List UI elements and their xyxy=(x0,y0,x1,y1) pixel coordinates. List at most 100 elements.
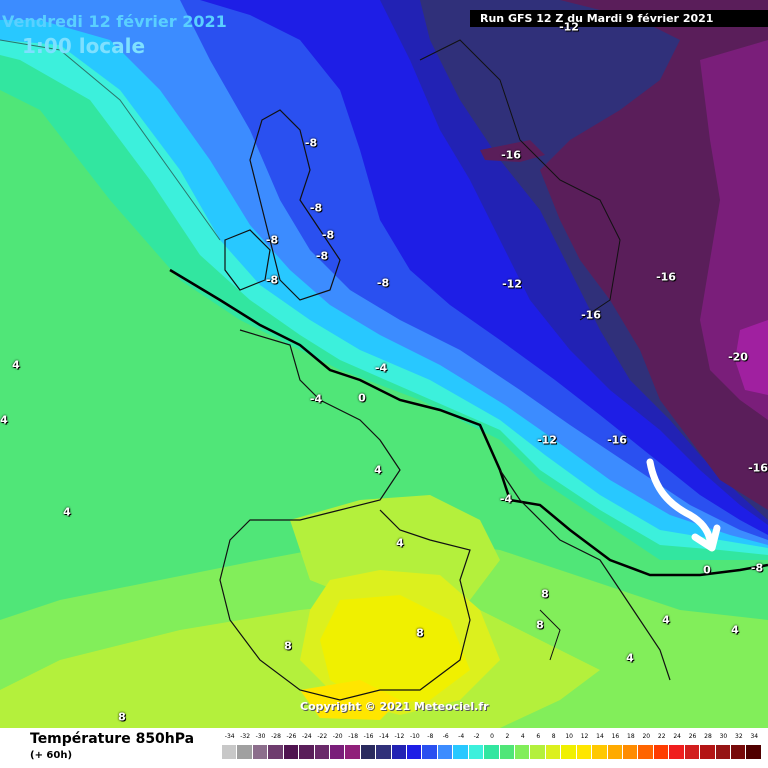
legend-swatch xyxy=(730,745,747,759)
legend-swatch xyxy=(222,745,238,759)
legend-swatch xyxy=(622,745,639,759)
color-scale xyxy=(222,745,762,759)
legend-swatch xyxy=(669,745,685,759)
forecast-time: 1:00 locale xyxy=(22,34,146,58)
map-label: -4 xyxy=(499,492,513,506)
map-label: -16 xyxy=(656,270,676,284)
legend-swatch xyxy=(715,745,731,759)
map-label: 4 xyxy=(662,613,670,627)
legend-tick: 34 xyxy=(750,733,759,740)
map-label: -12 xyxy=(537,433,557,447)
map-label: 4 xyxy=(731,623,739,637)
band-minus18 xyxy=(700,40,768,420)
legend-tick: 14 xyxy=(596,733,604,740)
wind-arrow-head xyxy=(691,524,721,552)
legend-swatch xyxy=(530,745,546,759)
map-label: 8 xyxy=(284,639,292,653)
map-label: -8 xyxy=(315,249,329,263)
legend-swatch xyxy=(360,745,377,759)
legend-tick: 24 xyxy=(673,733,681,740)
legend-swatch xyxy=(314,745,330,759)
legend-swatch xyxy=(299,745,315,759)
legend-swatch xyxy=(638,745,654,759)
legend-swatch xyxy=(561,745,577,759)
map-label: -8 xyxy=(265,233,279,247)
legend-swatch xyxy=(268,745,284,759)
legend-swatch xyxy=(376,745,392,759)
legend-tick: 26 xyxy=(688,733,697,740)
legend-swatch xyxy=(237,745,253,759)
map-label: -12 xyxy=(559,20,579,34)
legend-tick: -4 xyxy=(458,733,465,740)
map-label: -20 xyxy=(728,350,748,364)
legend-swatch xyxy=(484,745,500,759)
legend-swatch xyxy=(329,745,346,759)
legend-tick: -2 xyxy=(473,733,480,740)
legend-tick: -26 xyxy=(286,733,297,740)
map-label: -4 xyxy=(309,392,323,406)
band-14 xyxy=(300,680,400,720)
legend-tick: -30 xyxy=(255,733,266,740)
coastline-sardinia xyxy=(539,609,561,661)
map-label: -8 xyxy=(750,561,764,575)
map-label: 4 xyxy=(0,413,8,427)
coastline-iberia-france xyxy=(219,329,471,701)
map-label: 4 xyxy=(396,536,404,550)
map-label: -16 xyxy=(501,148,521,162)
legend-tick: 30 xyxy=(719,733,728,740)
legend-tick: 4 xyxy=(520,733,525,740)
map-label: -12 xyxy=(502,277,522,291)
legend-swatch xyxy=(499,745,516,759)
legend-tick: -32 xyxy=(240,733,251,740)
map-label: -8 xyxy=(265,273,279,287)
legend-swatch xyxy=(684,745,701,759)
legend-tick: -16 xyxy=(363,733,374,740)
band-minus16-small xyxy=(480,140,545,162)
legend-tick: -12 xyxy=(394,733,405,740)
legend-tick: -34 xyxy=(224,733,235,740)
legend-swatch xyxy=(653,745,670,759)
legend-tick: -18 xyxy=(348,733,359,740)
legend-tick: 18 xyxy=(627,733,635,740)
coastline-italy xyxy=(499,469,671,681)
legend-tick: 20 xyxy=(642,733,651,740)
legend-tick: 16 xyxy=(611,733,620,740)
legend-tick: -22 xyxy=(317,733,328,740)
wind-arrow-shaft xyxy=(646,458,714,544)
map-label: -8 xyxy=(309,201,323,215)
map-label: 8 xyxy=(118,710,126,724)
map-label: 4 xyxy=(12,358,20,372)
map-label: -16 xyxy=(607,433,627,447)
map-label: -8 xyxy=(376,276,390,290)
map-label: 8 xyxy=(416,626,424,640)
legend-tick: 32 xyxy=(735,733,743,740)
legend-tick: -6 xyxy=(442,733,449,740)
contour-line xyxy=(0,39,221,241)
map-label: 0 xyxy=(358,391,366,405)
map-label: 4 xyxy=(63,505,71,519)
legend-swatch xyxy=(515,745,531,759)
legend-swatch xyxy=(746,745,762,759)
legend-swatch xyxy=(391,745,408,759)
map-label: -8 xyxy=(321,228,335,242)
legend-tick: 12 xyxy=(580,733,589,740)
legend-swatch xyxy=(437,745,454,759)
map-label: -16 xyxy=(748,461,768,475)
legend-tick: 6 xyxy=(536,733,541,740)
legend-tick: -14 xyxy=(379,733,389,740)
map-label: -8 xyxy=(304,136,318,150)
legend-tick: -8 xyxy=(427,733,434,740)
legend-swatch xyxy=(422,745,438,759)
legend-tick: -10 xyxy=(409,733,420,740)
map-label: 4 xyxy=(626,651,634,665)
map-label: 0 xyxy=(703,563,711,577)
coastline-britain xyxy=(249,109,341,301)
zero-isotherm xyxy=(169,268,768,577)
legend-tick-labels: -34 -32 -30 -28 -26 -24 -22 -20 -18 -16 -14 -12 -10-… xyxy=(222,733,762,743)
model-run-label: Run GFS 12 Z du Mardi 9 février 2021 xyxy=(470,10,768,27)
legend-swatch xyxy=(407,745,423,759)
map-label: 4 xyxy=(374,463,382,477)
legend-tick: -20 xyxy=(332,733,343,740)
temperature-map: Vendredi 12 février 2021 1:00 locale Run… xyxy=(0,0,768,728)
legend-tick: -28 xyxy=(271,733,281,740)
